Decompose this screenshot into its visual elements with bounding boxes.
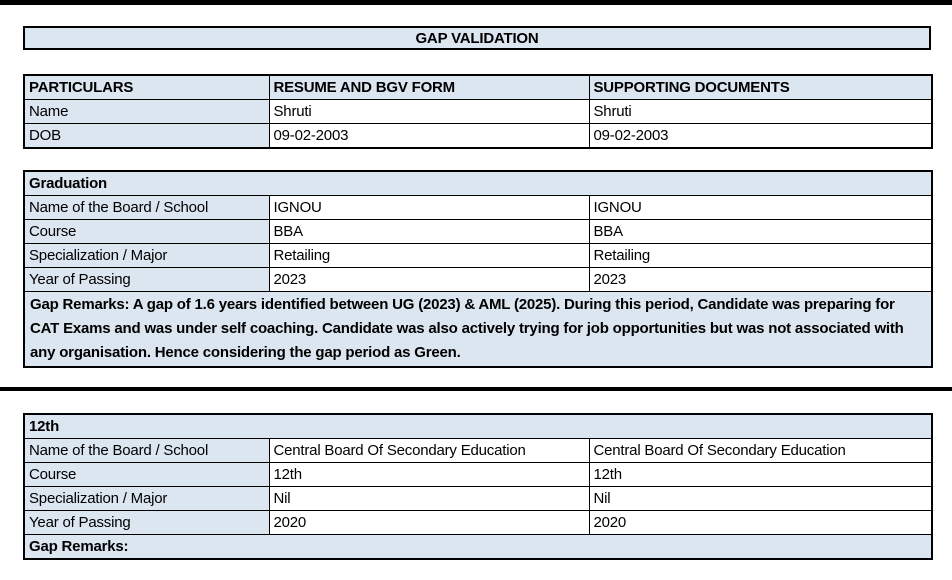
twelfth-table: 12th Name of the Board / School Central … [23,413,934,560]
table-row-grad-board: Name of the Board / School IGNOU IGNOU [23,195,933,220]
particulars-table: PARTICULARS RESUME AND BGV FORM SUPPORTI… [23,74,933,149]
graduation-table: Graduation Name of the Board / School IG… [23,170,934,368]
cell-dob-supporting: 09-02-2003 [588,123,933,149]
cell-grad-board-supporting: IGNOU [588,195,933,220]
row-label-grad-specialization: Specialization / Major [23,243,270,268]
cell-grad-year-supporting: 2023 [588,267,933,292]
cell-name-resume: Shruti [268,99,590,124]
table-row-12th-specialization: Specialization / Major Nil Nil [23,486,933,511]
col-header-resume-bgv: RESUME AND BGV FORM [268,74,590,100]
row-label-dob: DOB [23,123,270,149]
row-label-grad-year: Year of Passing [23,267,270,292]
cell-12th-specialization-supporting: Nil [588,486,933,511]
page-break-line [0,387,952,391]
cell-grad-specialization-supporting: Retailing [588,243,933,268]
twelfth-section-title: 12th [23,413,933,439]
twelfth-gap-remarks-label: Gap Remarks: [23,534,933,560]
cell-12th-year-resume: 2020 [268,510,590,535]
row-label-grad-board: Name of the Board / School [23,195,270,220]
col-header-particulars: PARTICULARS [23,74,270,100]
top-page-break-line [0,0,952,5]
table-row-grad-specialization: Specialization / Major Retailing Retaili… [23,243,933,268]
cell-grad-specialization-resume: Retailing [268,243,590,268]
cell-12th-board-resume: Central Board Of Secondary Education [268,438,590,463]
table-row-12th-course: Course 12th 12th [23,462,933,487]
row-label-12th-specialization: Specialization / Major [23,486,270,511]
table-row-grad-course: Course BBA BBA [23,219,933,244]
graduation-section-title: Graduation [23,170,933,196]
col-header-supporting-docs: SUPPORTING DOCUMENTS [588,74,933,100]
particulars-header-row: PARTICULARS RESUME AND BGV FORM SUPPORTI… [23,74,933,100]
table-row-12th-board: Name of the Board / School Central Board… [23,438,933,463]
table-row-12th-year: Year of Passing 2020 2020 [23,510,933,535]
cell-12th-course-resume: 12th [268,462,590,487]
row-label-grad-course: Course [23,219,270,244]
row-label-12th-course: Course [23,462,270,487]
cell-12th-board-supporting: Central Board Of Secondary Education [588,438,933,463]
graduation-section-title-row: Graduation [23,170,933,196]
cell-12th-specialization-resume: Nil [268,486,590,511]
row-label-12th-year: Year of Passing [23,510,270,535]
graduation-gap-remarks-row: Gap Remarks: A gap of 1.6 years identifi… [23,291,933,368]
cell-grad-board-resume: IGNOU [268,195,590,220]
table-row-grad-year: Year of Passing 2023 2023 [23,267,933,292]
cell-grad-year-resume: 2023 [268,267,590,292]
table-row-name: Name Shruti Shruti [23,99,933,124]
page-title: GAP VALIDATION [23,26,931,50]
cell-12th-year-supporting: 2020 [588,510,933,535]
table-row-dob: DOB 09-02-2003 09-02-2003 [23,123,933,149]
row-label-name: Name [23,99,270,124]
row-label-12th-board: Name of the Board / School [23,438,270,463]
cell-grad-course-resume: BBA [268,219,590,244]
twelfth-gap-remarks-row: Gap Remarks: [23,534,933,560]
twelfth-section-title-row: 12th [23,413,933,439]
cell-name-supporting: Shruti [588,99,933,124]
graduation-gap-remarks: Gap Remarks: A gap of 1.6 years identifi… [23,291,933,368]
cell-dob-resume: 09-02-2003 [268,123,590,149]
cell-12th-course-supporting: 12th [588,462,933,487]
cell-grad-course-supporting: BBA [588,219,933,244]
